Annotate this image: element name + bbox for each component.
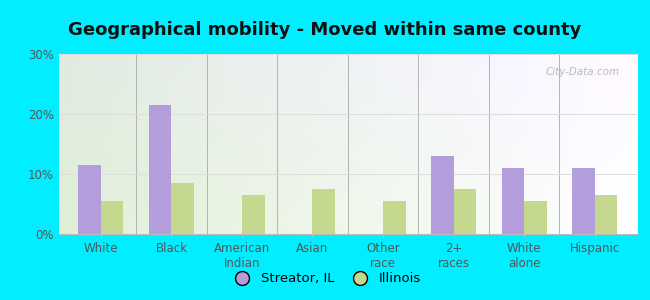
Bar: [454, 189, 476, 234]
Legend: Streator, IL, Illinois: Streator, IL, Illinois: [224, 267, 426, 290]
Bar: [172, 183, 194, 234]
Bar: [431, 156, 454, 234]
Bar: [149, 105, 172, 234]
Bar: [78, 165, 101, 234]
Bar: [502, 168, 524, 234]
Bar: [595, 195, 618, 234]
Bar: [383, 201, 406, 234]
Bar: [524, 201, 547, 234]
Text: Geographical mobility - Moved within same county: Geographical mobility - Moved within sam…: [68, 21, 582, 39]
Bar: [313, 189, 335, 234]
Bar: [242, 195, 265, 234]
Bar: [101, 201, 124, 234]
Bar: [572, 168, 595, 234]
Text: City-Data.com: City-Data.com: [545, 67, 619, 76]
